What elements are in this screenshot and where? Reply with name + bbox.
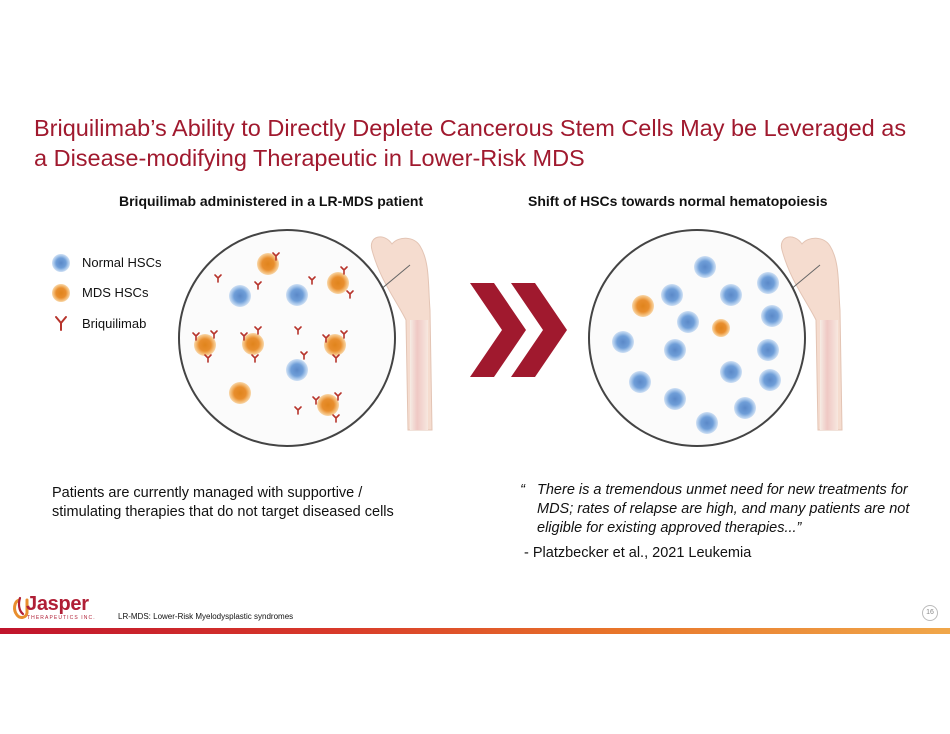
orange-cell-icon [52, 284, 70, 302]
quote-text: There is a tremendous unmet need for new… [537, 482, 910, 536]
quote-citation: - Platzbecker et al., 2021 Leukemia [524, 545, 752, 561]
right-bone-illustration [780, 236, 843, 431]
antibody-icon [55, 316, 67, 331]
page-number: 16 [922, 605, 938, 621]
quote-mark: “ [520, 481, 525, 498]
right-panel-subhead: Shift of HSCs towards normal hematopoies… [528, 193, 828, 209]
double-chevron-right-icon [470, 283, 567, 377]
footer-gradient-bar [0, 628, 950, 634]
left-panel-subhead: Briquilimab administered in a LR-MDS pat… [119, 193, 424, 209]
legend-briquilimab: Briquilimab [82, 316, 147, 331]
blue-cell-icon [52, 254, 70, 272]
jasper-logo-icon [13, 596, 29, 619]
left-cells [194, 253, 349, 416]
legend-normal-hscs: Normal HSCs [82, 255, 162, 270]
logo-subtitle: THERAPEUTICS INC. [27, 615, 96, 621]
right-cells [612, 256, 783, 434]
logo-wordmark: Jasper [26, 593, 89, 615]
footnote: LR-MDS: Lower-Risk Myelodysplastic syndr… [118, 612, 294, 621]
left-panel-note: Patients are currently managed with supp… [52, 485, 394, 520]
legend-mds-hscs: MDS HSCs [82, 285, 149, 300]
slide-title: Briquilimab’s Ability to Directly Deplet… [34, 115, 907, 171]
left-bone-illustration [370, 236, 433, 431]
